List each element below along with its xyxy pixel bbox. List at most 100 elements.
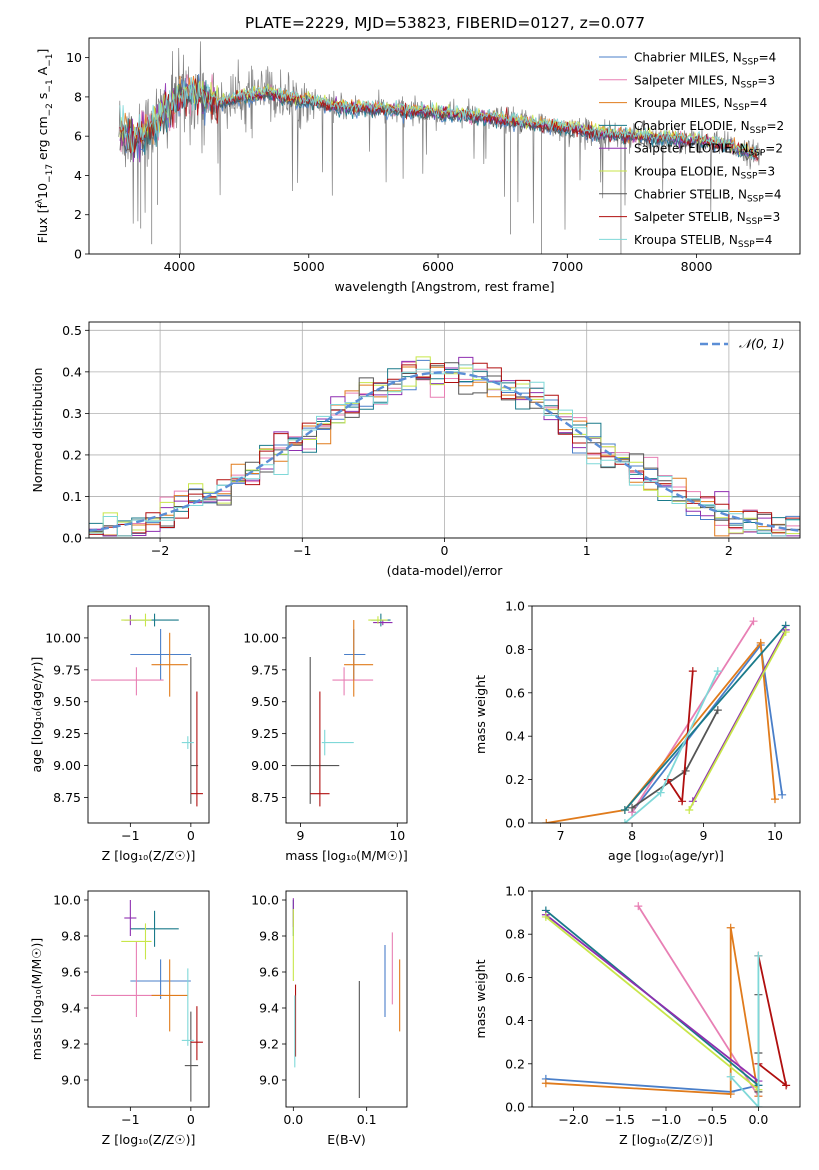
y-tick-label: 9.8 (259, 929, 279, 944)
legend-entry: Kroupa ELODIE, NSSP=3 (634, 165, 775, 182)
axes-frame (285, 605, 408, 824)
weight-point (778, 790, 787, 799)
y-label-part: Flux [f (35, 204, 50, 244)
legend-entry: Salpeter MILES, NSSP=3 (634, 73, 775, 90)
weight-point (754, 1103, 763, 1107)
plot-area (541, 902, 791, 1107)
legend-text: Chabrier MILES, N (634, 51, 742, 65)
weight-series-line (545, 916, 759, 1091)
x-tick-label: 7 (557, 828, 565, 843)
plot-area (290, 613, 393, 807)
weight-point (726, 923, 735, 932)
y-tick-label: 9.75 (53, 662, 81, 677)
axes-frame (88, 37, 801, 255)
y-tick-label: 9.0 (259, 1073, 279, 1088)
plot-area (89, 322, 800, 538)
y-tick-label: 9.2 (259, 1037, 279, 1052)
weight-point (628, 803, 637, 812)
x-axis-label: wavelength [Angstrom, rest frame] (334, 279, 554, 294)
axes-frame (87, 605, 210, 824)
y-tick-label: 2 (74, 207, 82, 222)
x-tick-label: −1 (293, 543, 311, 558)
y-tick-label: 8.75 (251, 790, 279, 805)
y-tick-label: 0.6 (505, 970, 525, 985)
y-tick-label: 9.00 (251, 758, 279, 773)
weight-point (713, 667, 722, 676)
legend-text: =3 (757, 73, 775, 87)
y-label-part: s (35, 93, 50, 104)
legend-text: =4 (759, 51, 777, 65)
axes-frame (87, 890, 210, 1108)
weight-point (713, 706, 722, 715)
plot-area (118, 41, 762, 254)
x-axis-label: Z [log₁₀(Z/Z☉)] (102, 1132, 196, 1147)
x-axis-label: age [log₁₀(age/yr)] (608, 848, 724, 863)
y-label-part: 10 (35, 183, 50, 199)
weight-point (726, 1072, 735, 1081)
histogram-series (89, 364, 800, 537)
weight-series-line (730, 955, 760, 1107)
weight-point (726, 1090, 735, 1099)
weight-point (656, 788, 665, 797)
x-tick-label: 8 (628, 828, 636, 843)
y-tick-label: 10.00 (243, 630, 279, 645)
weight-point (770, 795, 779, 804)
y-tick-label: 0.4 (62, 364, 82, 379)
y-tick-label: 0.0 (505, 1100, 525, 1115)
y-label-part: erg cm (35, 116, 50, 164)
y-label-part: −17 (45, 164, 55, 183)
y-tick-label: 9.25 (53, 726, 81, 741)
y-tick-label: 9.6 (259, 965, 279, 980)
y-axis-label: Flux [fλ10−17 erg cm−2 s−1 A−1] (35, 49, 55, 244)
y-label-part: ] (35, 49, 50, 54)
x-tick-label: 0.0 (283, 1112, 303, 1127)
axes-group: −2.0 −1.5 −1.0 −0.5 0.0 0.0 0.2 0.4 0.6 0.8 1.0 Z [… (473, 884, 801, 1147)
y-tick-label: 0.3 (62, 406, 82, 421)
y-label-part: −1 (45, 54, 55, 67)
y-tick-label: 8 (74, 89, 82, 104)
x-tick-label: −1.5 (605, 1112, 635, 1127)
x-tick-label: 8000 (681, 259, 713, 274)
y-tick-label: 9.0 (61, 1073, 81, 1088)
y-tick-label: 9.6 (61, 965, 81, 980)
weight-point (541, 1079, 550, 1088)
axes-group: −1 0 9.0 9.2 9.4 9.6 9.8 10.0 Z [log₁₀(Z/Z☉)] mas… (29, 890, 210, 1147)
y-tick-label: 10.00 (45, 630, 81, 645)
x-tick-label: 0.0 (748, 1112, 768, 1127)
weight-point (620, 819, 629, 823)
legend-text: Chabrier ELODIE, N (634, 119, 750, 133)
axes-group: −1 0 8.75 9.00 9.25 9.50 9.75 10.00 Z [log₁₀(Z/Z… (29, 605, 210, 863)
legend-subscript: SSP (733, 103, 750, 113)
x-tick-label: −2 (151, 543, 169, 558)
y-tick-label: 9.25 (251, 726, 279, 741)
weight-point (749, 617, 758, 626)
x-tick-label: 2 (725, 543, 733, 558)
weight-point (678, 797, 687, 806)
y-tick-label: 9.75 (251, 662, 279, 677)
x-axis-label: (data-model)/error (387, 563, 504, 578)
legend-entry: Chabrier STELIB, NSSP=4 (634, 187, 782, 204)
legend-text: =3 (763, 210, 781, 224)
y-tick-label: 10 (66, 50, 82, 65)
y-axis-label: mass [log₁₀(M/M☉)] (29, 938, 44, 1060)
y-tick-label: 9.4 (61, 1001, 81, 1016)
plot-area (91, 613, 203, 807)
x-tick-label: 0 (187, 1112, 195, 1127)
weight-point (781, 628, 790, 637)
y-tick-label: 0.5 (62, 323, 82, 338)
x-tick-label: −1.0 (651, 1112, 681, 1127)
y-label-part: λ (35, 198, 45, 204)
figure-title: PLATE=2229, MJD=53823, FIBERID=0127, z=0… (245, 14, 645, 32)
weight-point (541, 912, 550, 921)
axes-frame (531, 605, 801, 824)
legend-text: =4 (764, 187, 782, 201)
y-axis-label: Normed distribution (30, 368, 45, 493)
axes-frame (285, 890, 408, 1108)
weight-point (688, 667, 697, 676)
weight-series-line (692, 629, 787, 802)
x-tick-label: 4000 (164, 259, 196, 274)
legend-text: Chabrier STELIB, N (634, 187, 747, 201)
weight-series-line (631, 620, 755, 813)
x-axis-label: Z [log₁₀(Z/Z☉)] (619, 1132, 713, 1147)
